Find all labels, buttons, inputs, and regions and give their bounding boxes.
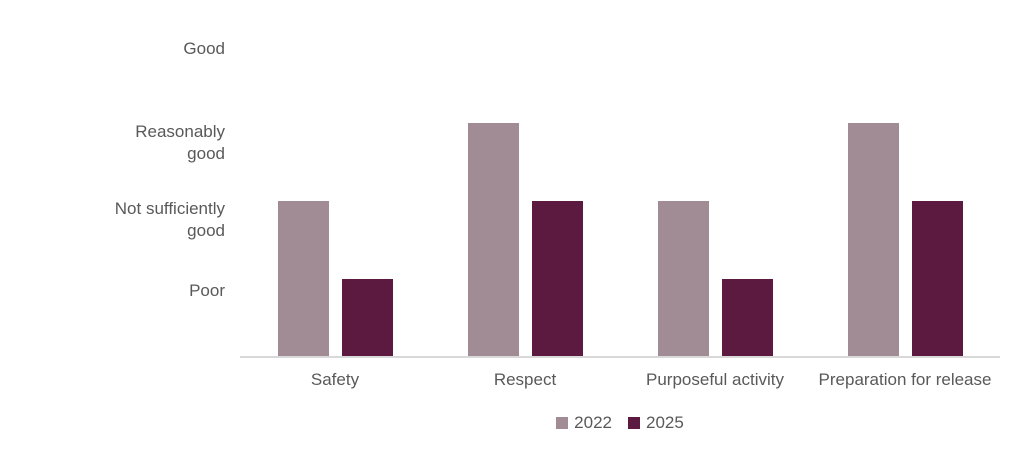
y-tick-label-not-sufficiently-good: Not sufficiently good bbox=[114, 199, 225, 240]
legend-label: 2022 bbox=[574, 413, 612, 432]
legend-item-2025: 2025 bbox=[628, 413, 684, 433]
x-category-label-safety: Safety bbox=[310, 370, 360, 389]
bar-2025-respect bbox=[531, 201, 583, 357]
legend-label: 2025 bbox=[646, 413, 684, 432]
bar-2025-preparation-for-release bbox=[911, 201, 963, 357]
x-category-label-respect: Respect bbox=[493, 370, 557, 389]
bar-2025-purposeful-activity bbox=[721, 279, 773, 357]
bar-2022-preparation-for-release bbox=[847, 123, 899, 357]
legend-swatch-icon bbox=[556, 417, 569, 429]
bar-2025-safety bbox=[341, 279, 393, 357]
bar-2022-purposeful-activity bbox=[657, 201, 709, 357]
bar-2022-respect bbox=[467, 123, 519, 357]
x-axis-line bbox=[240, 356, 1000, 358]
x-category-label-purposeful-activity: Purposeful activity bbox=[646, 370, 784, 389]
legend-swatch-icon bbox=[628, 417, 640, 429]
y-tick-label-good: Good bbox=[183, 39, 225, 58]
y-tick-label-reasonably-good: Reasonably good bbox=[135, 122, 225, 163]
x-category-label-preparation-for-release: Preparation for release bbox=[818, 370, 992, 389]
legend: 2022 2025 bbox=[240, 413, 1000, 433]
bar-2022-safety bbox=[277, 201, 329, 357]
y-tick-label-poor: Poor bbox=[189, 281, 225, 300]
legend-item-2022: 2022 bbox=[556, 413, 612, 433]
